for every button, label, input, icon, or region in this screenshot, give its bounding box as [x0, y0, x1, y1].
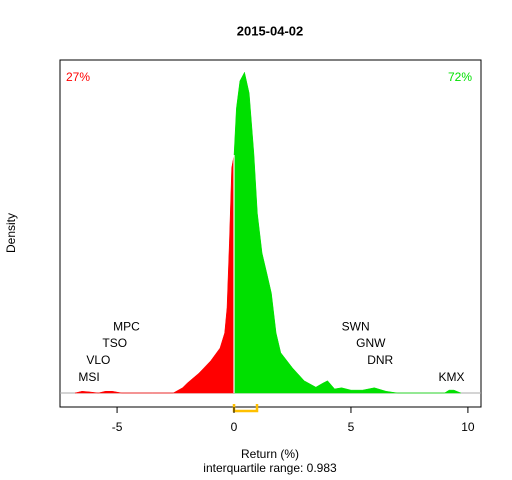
chart-title: 2015-04-02 [237, 23, 304, 38]
ticker-label: GNW [356, 336, 386, 350]
ticker-label: MPC [113, 319, 140, 333]
ticker-label: DNR [367, 353, 393, 367]
plot-box [59, 59, 482, 408]
negative-area [74, 155, 235, 394]
ticker-label: VLO [86, 353, 110, 367]
y-axis-label: Density [4, 213, 18, 253]
ticker-label: MSI [78, 370, 99, 384]
subtitle: interquartile range: 0.983 [203, 461, 337, 475]
x-tick-label: 0 [231, 420, 238, 434]
ticker-label: TSO [102, 336, 127, 350]
positive-share: 72% [448, 70, 472, 84]
ticker-label: KMX [439, 370, 465, 384]
x-tick-label: 5 [348, 420, 355, 434]
x-axis-label: Return (%) [241, 447, 299, 461]
negative-share: 27% [66, 70, 90, 84]
positive-area [233, 71, 461, 394]
x-tick-label: -5 [112, 420, 123, 434]
x-tick-label: 10 [461, 420, 475, 434]
ticker-label: SWN [342, 319, 370, 333]
